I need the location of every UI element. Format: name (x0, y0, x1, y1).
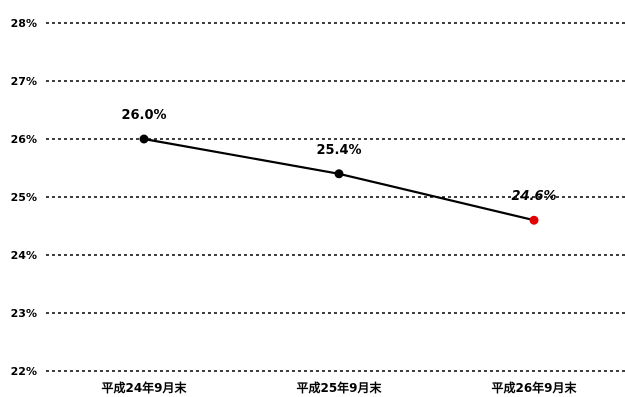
y-tick-label: 26% (11, 133, 37, 146)
y-tick-label: 27% (11, 75, 37, 88)
data-label: 24.6% (511, 189, 556, 204)
y-tick-label: 28% (11, 17, 37, 30)
y-tick-label: 22% (11, 365, 37, 378)
data-point (139, 134, 149, 144)
data-point (529, 215, 539, 225)
data-point (334, 169, 344, 179)
data-label: 25.4% (316, 143, 361, 158)
data-points (139, 134, 539, 225)
y-axis-ticks: 22% 23% 24% 25% 26% 27% 28% (11, 17, 37, 378)
data-label: 26.0% (121, 108, 166, 123)
data-labels: 26.0% 25.4% 24.6% (121, 108, 556, 204)
x-category-label: 平成26年9月末 (491, 380, 577, 395)
x-category-label: 平成25年9月末 (296, 380, 382, 395)
x-category-label: 平成24年9月末 (101, 380, 187, 395)
x-axis-categories: 平成24年9月末 平成25年9月末 平成26年9月末 (101, 380, 577, 395)
y-tick-label: 25% (11, 191, 37, 204)
y-tick-label: 23% (11, 307, 37, 320)
y-tick-label: 24% (11, 249, 37, 262)
